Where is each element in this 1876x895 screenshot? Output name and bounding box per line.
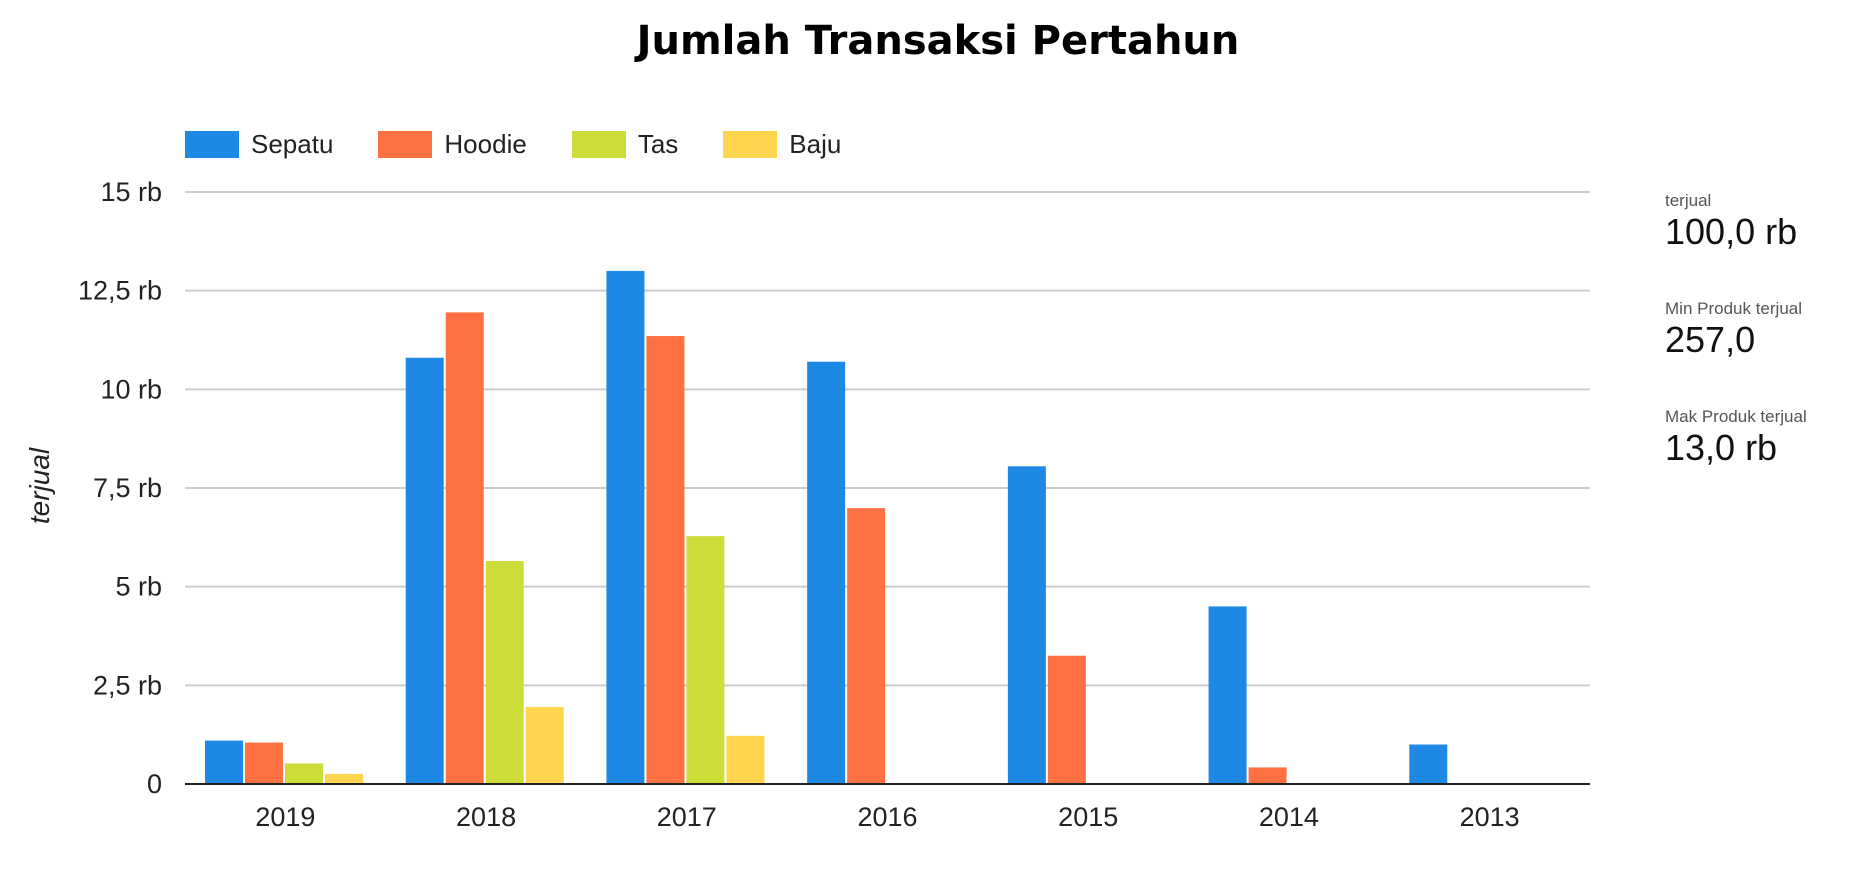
legend-item-baju[interactable]: Baju (723, 129, 841, 160)
bar-sepatu-2016[interactable] (807, 361, 846, 784)
bars (205, 270, 1448, 784)
x-tick-label: 2016 (857, 802, 917, 832)
bar-sepatu-2018[interactable] (405, 357, 444, 784)
legend-item-tas[interactable]: Tas (571, 129, 679, 160)
bar-tas-2017[interactable] (686, 536, 725, 784)
bar-sepatu-2015[interactable] (1007, 466, 1046, 784)
scorecard-min-label: Min Produk terjual (1665, 299, 1803, 318)
bar-baju-2017[interactable] (726, 735, 765, 784)
bar-tas-2019[interactable] (285, 763, 323, 784)
bar-hoodie-2017[interactable] (646, 336, 685, 784)
y-axis-ticks: 0 2,5 rb 5 rb 7,5 rb 10 rb 12,5 rb 15 rb (78, 177, 162, 799)
x-tick-label: 2013 (1460, 802, 1520, 832)
chart-legend: Sepatu Hoodie Tas Baju (185, 129, 886, 160)
legend-label-tas: Tas (637, 129, 679, 159)
x-tick-label: 2017 (657, 802, 717, 832)
y-tick-label: 15 rb (100, 177, 162, 207)
scorecard-max-label: Mak Produk terjual (1665, 407, 1807, 426)
bar-sepatu-2014[interactable] (1208, 606, 1247, 784)
y-tick-label: 2,5 rb (93, 670, 162, 700)
x-tick-label: 2015 (1058, 802, 1118, 832)
scorecard-total-label: terjual (1665, 191, 1712, 210)
legend-item-hoodie[interactable]: Hoodie (378, 129, 527, 160)
scorecard-max: Mak Produk terjual 13,0 rb (1665, 406, 1865, 468)
scorecard-min-value: 257,0 (1665, 319, 1756, 360)
legend-label-hoodie: Hoodie (444, 129, 527, 159)
legend-item-sepatu[interactable]: Sepatu (185, 129, 333, 160)
bar-hoodie-2015[interactable] (1047, 655, 1086, 784)
y-tick-label: 5 rb (115, 572, 162, 602)
legend-label-sepatu: Sepatu (251, 129, 334, 159)
x-tick-label: 2018 (456, 802, 516, 832)
bar-baju-2018[interactable] (525, 707, 564, 784)
gridlines (185, 191, 1590, 687)
bar-hoodie-2014[interactable] (1248, 767, 1287, 784)
x-tick-label: 2019 (255, 802, 315, 832)
y-tick-label: 7,5 rb (93, 473, 162, 503)
scorecards: terjual 100,0 rb Min Produk terjual 257,… (1665, 190, 1865, 514)
bar-baju-2019[interactable] (325, 773, 363, 784)
x-tick-label: 2014 (1259, 802, 1319, 832)
bar-sepatu-2017[interactable] (606, 270, 645, 784)
legend-swatch-sepatu (185, 131, 239, 158)
y-tick-label: 10 rb (100, 374, 162, 404)
x-axis-ticks: 2019 2018 2017 2016 2015 2014 2013 (255, 802, 1519, 832)
bar-tas-2018[interactable] (485, 561, 524, 784)
scorecard-total: terjual 100,0 rb (1665, 190, 1865, 252)
bar-sepatu-2013[interactable] (1409, 744, 1448, 784)
scorecard-max-value: 13,0 rb (1665, 427, 1778, 468)
chart-title: Jumlah Transaksi Pertahun (636, 18, 1240, 64)
scorecard-min: Min Produk terjual 257,0 (1665, 298, 1865, 360)
bar-sepatu-2019[interactable] (205, 740, 243, 784)
bar-hoodie-2016[interactable] (847, 508, 886, 784)
y-tick-label: 0 (147, 769, 162, 799)
bar-hoodie-2018[interactable] (445, 312, 484, 784)
bar-hoodie-2019[interactable] (245, 742, 283, 784)
legend-label-baju: Baju (789, 129, 842, 159)
legend-swatch-hoodie (378, 131, 433, 158)
scorecard-total-value: 100,0 rb (1665, 211, 1798, 252)
legend-swatch-tas (571, 131, 626, 158)
legend-swatch-baju (723, 131, 778, 158)
y-tick-label: 12,5 rb (78, 276, 162, 306)
